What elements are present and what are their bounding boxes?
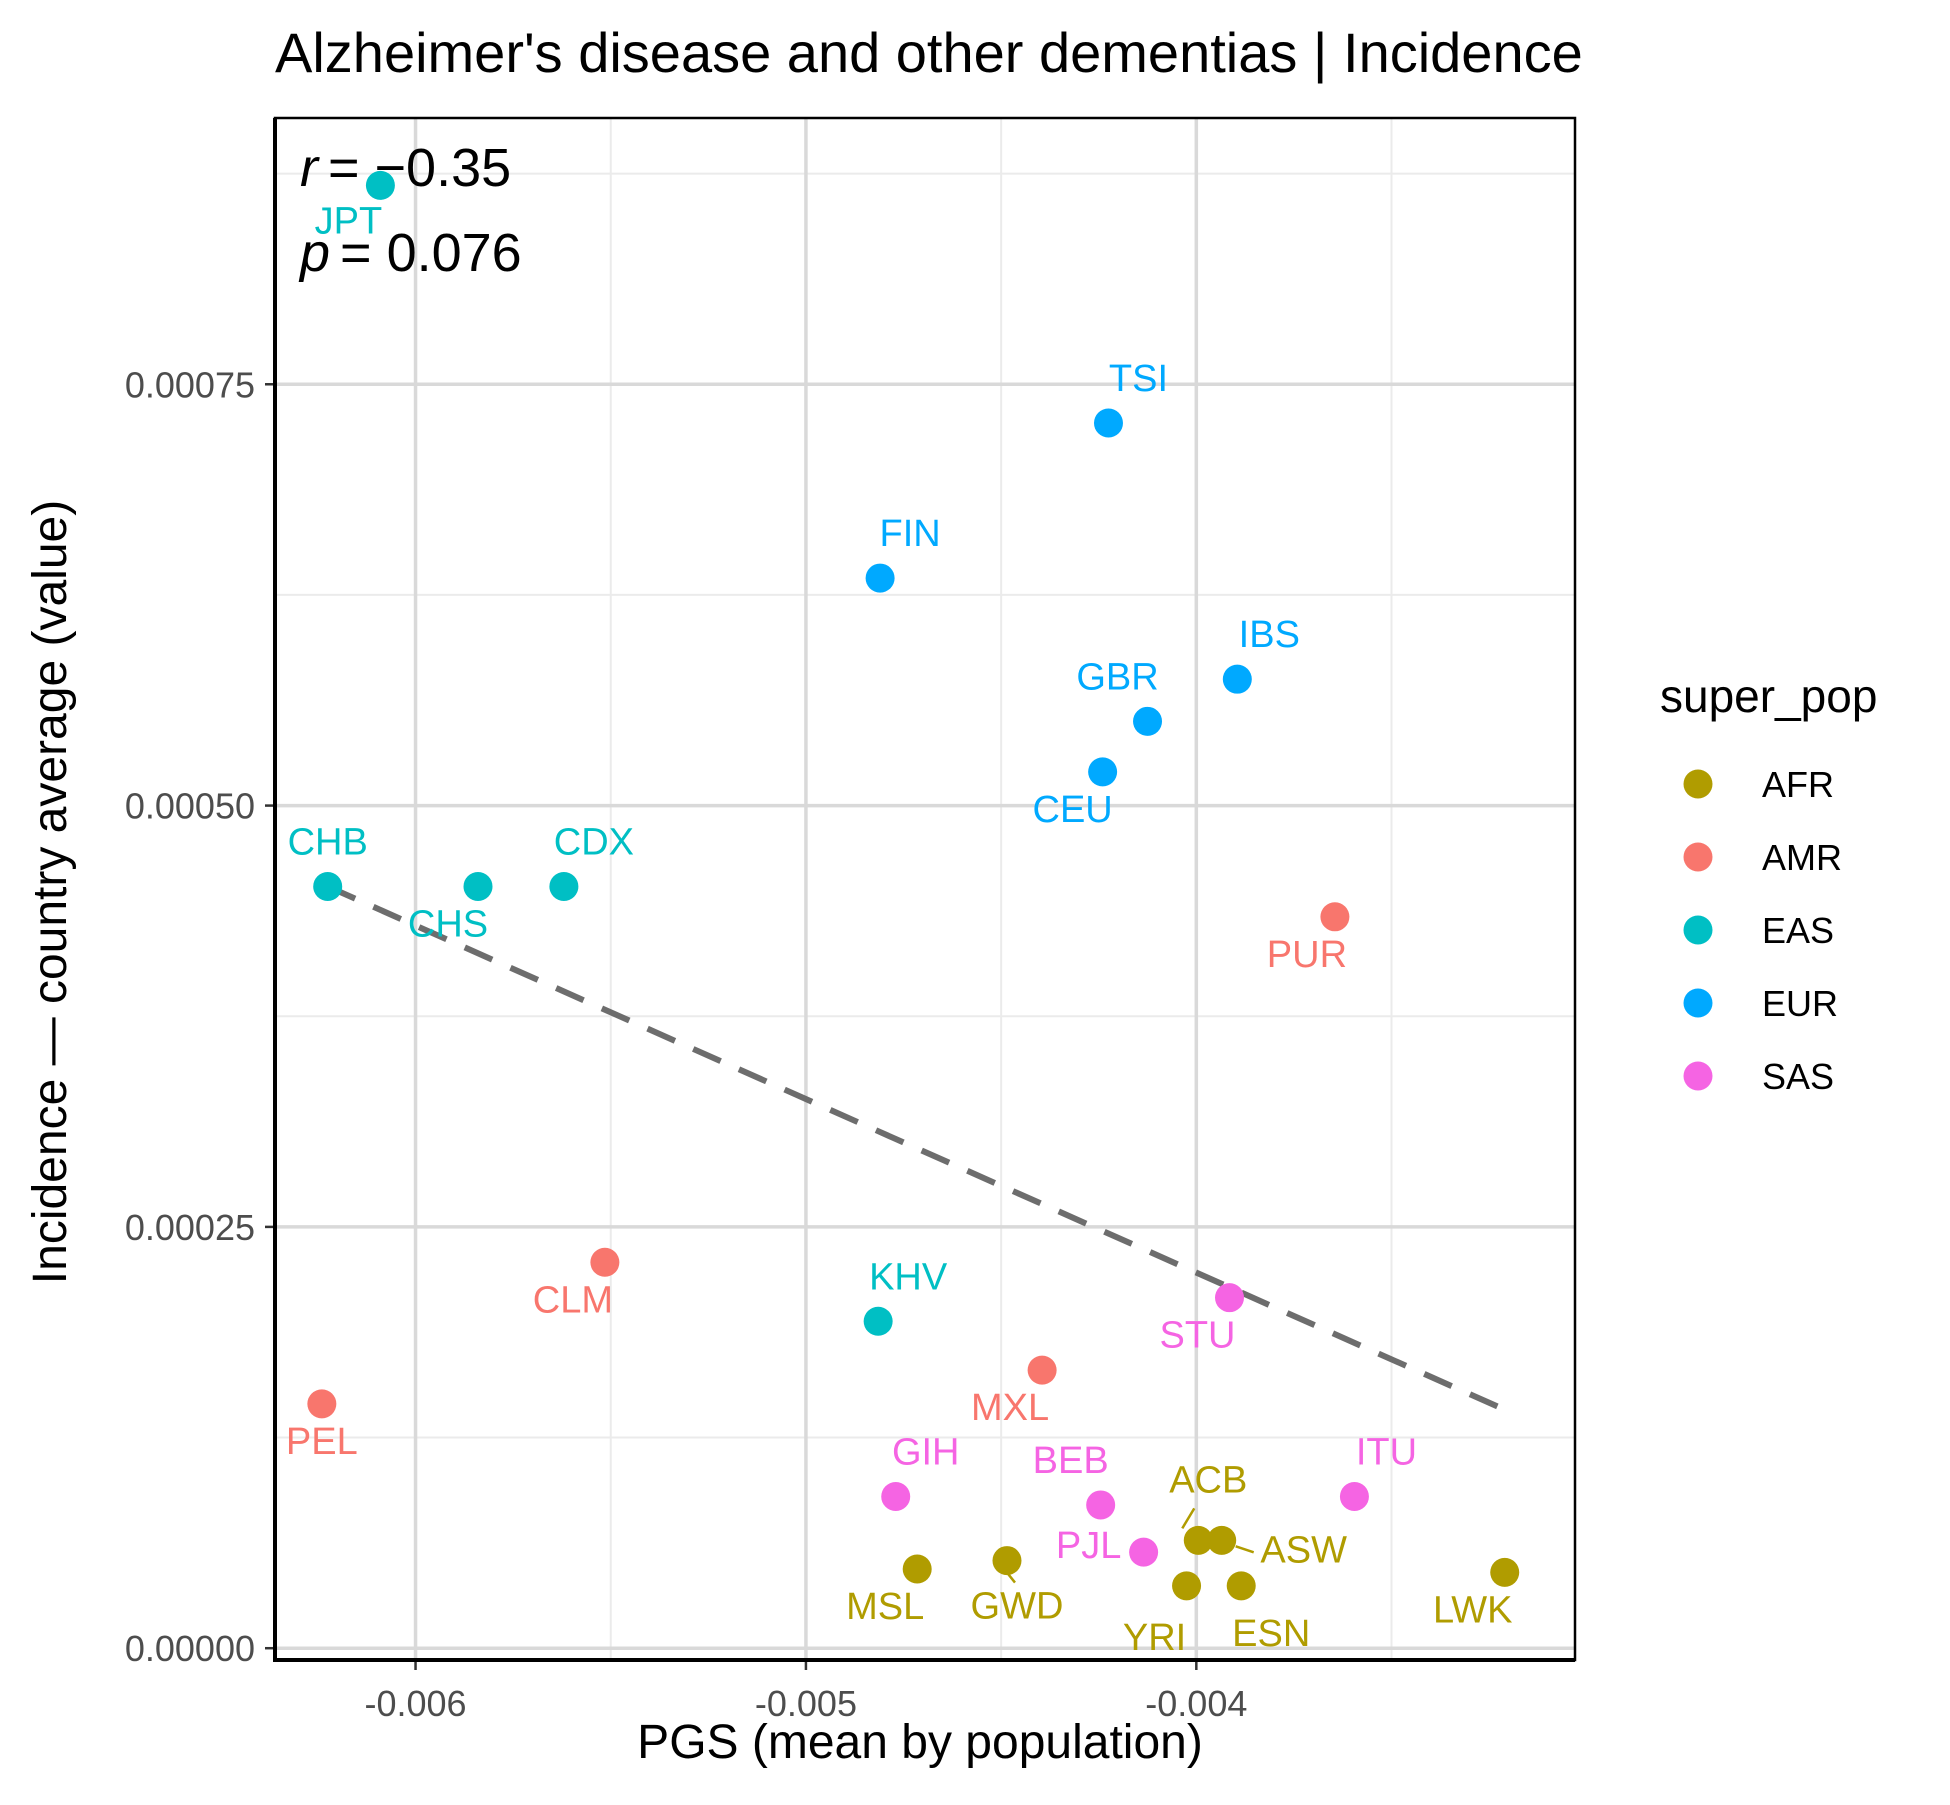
x-tick-label: -0.005 [755,1683,857,1724]
point-label-asw: ASW [1260,1529,1347,1571]
point-label-chb: CHB [288,821,368,863]
point-label-ibs: IBS [1239,614,1300,656]
legend-title: super_pop [1660,670,1877,722]
point-label-stu: STU [1160,1315,1236,1357]
r-symbol: r [300,138,320,198]
data-point-cdx [549,871,579,901]
legend-key-afr [1683,769,1713,799]
point-label-beb: BEB [1033,1440,1109,1482]
data-point-beb [1086,1490,1116,1520]
label-connector [1181,1507,1196,1529]
legend-key-amr [1683,842,1713,872]
data-point-gbr [1133,706,1163,736]
point-label-tsi: TSI [1109,358,1168,400]
data-point-khv [863,1306,893,1336]
point-label-yri: YRI [1123,1617,1186,1659]
point-label-pur: PUR [1267,934,1347,976]
legend-key-eur [1683,988,1713,1018]
points-layer [307,170,1520,1601]
y-tick-label: 0.00000 [125,1628,255,1669]
data-point-esn [1226,1571,1256,1601]
data-point-acb [1183,1525,1213,1555]
legend-label-afr: AFR [1762,764,1834,805]
point-label-khv: KHV [869,1256,948,1298]
point-label-gih: GIH [892,1432,960,1474]
point-label-chs: CHS [408,903,488,945]
r-value: = −0.35 [328,138,511,198]
y-tick-label: 0.00025 [125,1207,255,1248]
correlation-annotation: r = −0.35 p = 0.076 [298,138,522,283]
p-statistic: p = 0.076 [298,223,522,283]
label-connector [1006,1571,1016,1584]
data-point-stu [1215,1283,1245,1313]
legend: super_pop AFR AMR EAS EUR SAS [1660,670,1877,1097]
trend-line-layer [326,883,1512,1416]
legend-label-eur: EUR [1762,983,1838,1024]
data-point-chb [313,871,343,901]
legend-key-sas [1683,1061,1713,1091]
legend-label-eas: EAS [1762,910,1834,951]
axes: -0.006 -0.005 -0.004 0.00000 0.00025 0.00050 0… [125,116,1577,1724]
point-label-gwd: GWD [971,1586,1064,1628]
data-point-clm [590,1247,620,1277]
chart-title: Alzheimer's disease and other dementias … [275,21,1583,84]
data-point-chs [463,871,493,901]
point-label-itu: ITU [1356,1432,1417,1474]
p-value: = 0.076 [340,223,522,283]
point-label-lwk: LWK [1433,1589,1513,1631]
data-point-lwk [1490,1557,1520,1587]
legend-key-eas [1683,915,1713,945]
data-point-ibs [1222,664,1252,694]
point-labels-layer: JPT CHB CHS CDX KHV TSI FIN IBS GBR CEU PUR CLM MXL P… [286,200,1513,1658]
p-symbol: p [298,223,330,283]
data-point-pur [1320,902,1350,932]
data-point-gwd [992,1546,1022,1576]
legend-label-sas: SAS [1762,1056,1834,1097]
x-tick-label: -0.006 [365,1683,467,1724]
data-point-asw [1207,1525,1237,1555]
point-label-ceu: CEU [1033,789,1113,831]
grid [275,118,1575,1660]
point-label-clm: CLM [533,1279,613,1321]
y-tick-label: 0.00050 [125,786,255,827]
data-point-msl [902,1554,932,1584]
point-label-cdx: CDX [554,821,634,863]
data-point-pel [307,1389,337,1419]
point-label-acb: ACB [1169,1459,1247,1501]
point-label-mxl: MXL [971,1387,1049,1429]
point-label-esn: ESN [1232,1613,1310,1655]
y-axis-title: Incidence — country average (value) [24,500,77,1284]
trend-line [326,883,1512,1416]
y-tick-label: 0.00075 [125,364,255,405]
data-point-pjl [1129,1537,1159,1567]
data-point-jpt [365,170,395,200]
r-statistic: r = −0.35 [300,138,511,198]
data-point-itu [1339,1482,1369,1512]
legend-label-amr: AMR [1762,837,1842,878]
data-point-tsi [1093,408,1123,438]
data-point-yri [1172,1571,1202,1601]
point-label-pel: PEL [286,1421,358,1463]
point-label-fin: FIN [879,513,940,555]
point-label-pjl: PJL [1056,1525,1121,1567]
point-label-gbr: GBR [1076,656,1158,698]
label-connector [1235,1545,1255,1554]
point-label-msl: MSL [846,1586,924,1628]
point-label-jpt: JPT [315,200,383,242]
x-tick-label: -0.004 [1145,1683,1247,1724]
data-point-mxl [1027,1355,1057,1385]
data-point-fin [865,563,895,593]
data-point-ceu [1088,757,1118,787]
x-axis-title: PGS (mean by population) [637,1716,1203,1769]
data-point-gih [881,1482,911,1512]
